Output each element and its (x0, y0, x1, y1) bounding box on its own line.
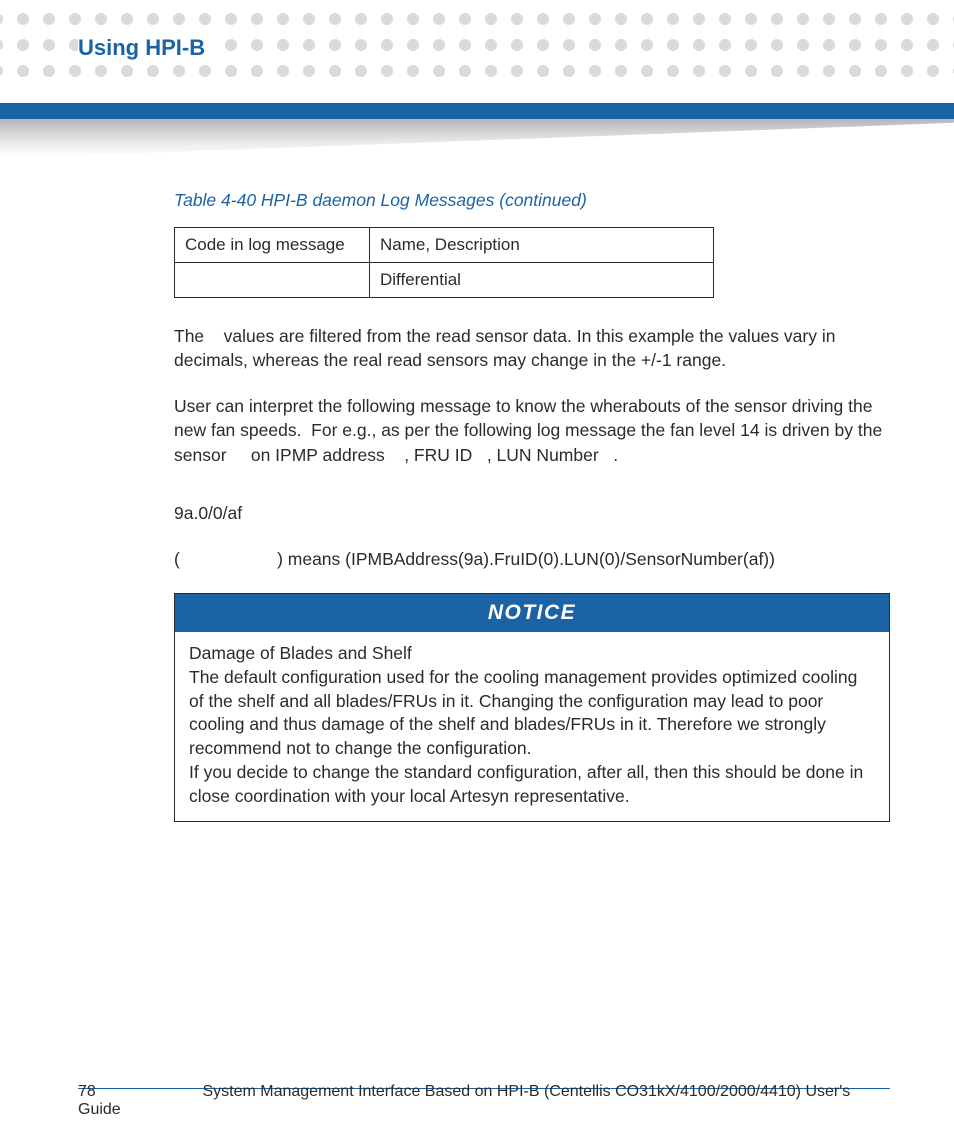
header-gray-wedge (0, 119, 954, 157)
page-footer: 78 System Management Interface Based on … (78, 1083, 890, 1119)
page-number: 78 (78, 1083, 198, 1101)
column-header: Name, Description (370, 228, 714, 263)
table-row: Differential (175, 263, 714, 298)
table-cell: Differential (370, 263, 714, 298)
notice-title: Damage of Blades and Shelf (189, 642, 875, 666)
table-cell (175, 263, 370, 298)
body-paragraph: User can interpret the following message… (174, 394, 890, 466)
page-title: Using HPI-B (78, 35, 211, 61)
notice-box: NOTICE Damage of Blades and Shelf The de… (174, 593, 890, 822)
body-paragraph: ( ) means (IPMBAddress(9a).FruID(0).LUN(… (174, 547, 890, 571)
body-paragraph: 9a.0/0/af (174, 501, 890, 525)
header-blue-bar (0, 103, 954, 119)
body-paragraph: The values are filtered from the read se… (174, 324, 890, 372)
notice-heading: NOTICE (175, 594, 889, 632)
column-header: Code in log message (175, 228, 370, 263)
notice-text: The default configuration used for the c… (189, 666, 875, 761)
log-messages-table: Code in log message Name, Description Di… (174, 227, 714, 298)
table-header-row: Code in log message Name, Description (175, 228, 714, 263)
notice-text: If you decide to change the standard con… (189, 761, 875, 809)
table-caption: Table 4-40 HPI-B daemon Log Messages (co… (174, 190, 890, 211)
